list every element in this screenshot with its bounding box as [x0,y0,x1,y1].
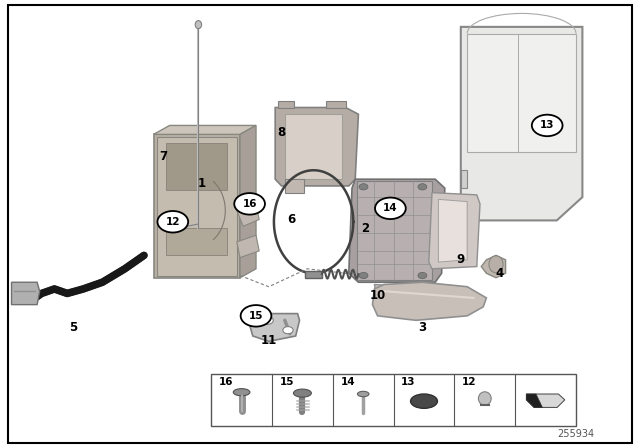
Text: 14: 14 [383,203,397,213]
Circle shape [359,272,368,279]
Text: 255934: 255934 [557,429,595,439]
Text: 3: 3 [419,320,426,334]
Text: 10: 10 [369,289,386,302]
Polygon shape [372,282,486,320]
Polygon shape [237,204,259,226]
Text: 5: 5 [70,320,77,334]
Text: 9: 9 [457,253,465,267]
Text: 6: 6 [287,213,295,226]
Polygon shape [429,193,480,269]
Circle shape [234,193,265,215]
Polygon shape [526,394,543,408]
Circle shape [418,272,427,279]
Text: 13: 13 [401,377,416,387]
Text: 15: 15 [249,311,263,321]
Polygon shape [467,34,576,152]
Circle shape [532,115,563,136]
Polygon shape [285,179,304,193]
Polygon shape [285,114,342,179]
Polygon shape [526,394,565,408]
Polygon shape [154,134,240,278]
Ellipse shape [489,256,503,273]
Polygon shape [349,179,445,282]
Text: 11: 11 [260,334,277,347]
Polygon shape [278,101,294,108]
Text: 15: 15 [280,377,294,387]
Polygon shape [12,282,40,305]
Text: 12: 12 [462,377,477,387]
Polygon shape [357,181,432,280]
Text: 4: 4 [495,267,503,280]
Polygon shape [240,125,256,278]
Circle shape [283,327,293,334]
Circle shape [241,305,271,327]
Polygon shape [374,284,413,302]
Polygon shape [237,235,259,258]
Polygon shape [461,27,582,220]
Text: 16: 16 [243,199,257,209]
Text: 7: 7 [159,150,167,164]
Polygon shape [166,143,227,190]
Circle shape [262,316,273,324]
Ellipse shape [411,394,438,409]
FancyBboxPatch shape [211,374,576,426]
Polygon shape [154,125,256,134]
Text: 13: 13 [540,121,554,130]
Polygon shape [305,271,322,278]
Polygon shape [461,170,467,188]
Polygon shape [157,137,237,276]
Ellipse shape [479,392,492,405]
Text: 8: 8 [278,125,285,139]
Text: 14: 14 [340,377,355,387]
Ellipse shape [195,21,202,29]
Polygon shape [481,255,506,278]
Polygon shape [438,199,467,262]
Text: 1: 1 [198,177,205,190]
Circle shape [375,198,406,219]
Text: 12: 12 [166,217,180,227]
Polygon shape [326,101,346,108]
Ellipse shape [233,388,250,396]
Circle shape [418,184,427,190]
Polygon shape [250,314,300,341]
Ellipse shape [294,389,312,397]
Text: 2: 2 [361,222,369,235]
Circle shape [157,211,188,233]
Polygon shape [275,108,358,186]
Ellipse shape [357,392,369,397]
Text: 16: 16 [219,377,234,387]
Polygon shape [166,228,227,255]
Circle shape [359,184,368,190]
